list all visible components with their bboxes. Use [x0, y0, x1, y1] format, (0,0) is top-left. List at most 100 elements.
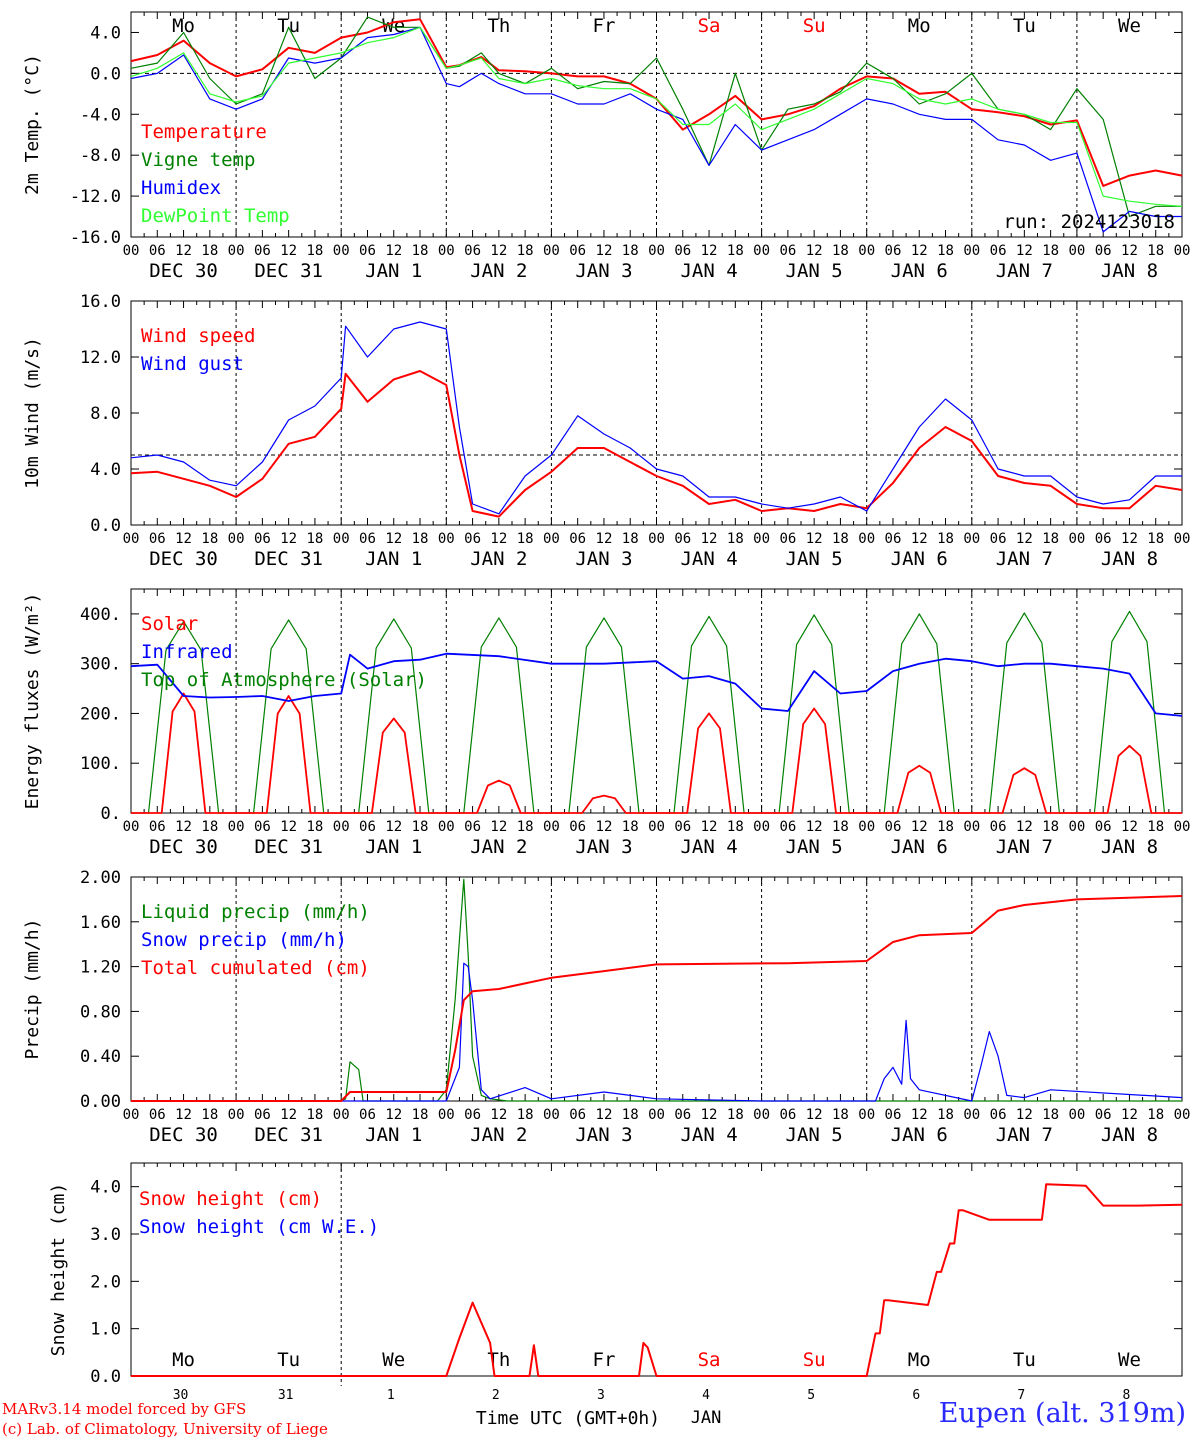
hour-tick-label: 12	[490, 819, 507, 835]
hour-tick-label: 12	[701, 819, 718, 835]
day-label: JAN 6	[891, 548, 948, 570]
hour-tick-label: 00	[123, 531, 140, 547]
y-tick-label: 4.0	[90, 460, 121, 480]
hour-tick-label: 00	[438, 1107, 455, 1123]
hour-tick-label: 06	[149, 819, 166, 835]
hour-tick-label: 06	[464, 243, 481, 259]
series-solar	[131, 692, 1182, 814]
hour-tick-label: 00	[648, 531, 665, 547]
weekday-label: Th	[487, 15, 510, 37]
legend-wind-speed: Wind speed	[141, 325, 255, 347]
day-label: JAN 7	[996, 548, 1053, 570]
hour-tick-label: 00	[858, 243, 875, 259]
panel-0-frame	[130, 11, 1183, 238]
weekday-label: Tu	[277, 15, 300, 37]
day-label: DEC 30	[149, 1124, 218, 1146]
hour-tick-label: 06	[1095, 531, 1112, 547]
hour-tick-label: 18	[727, 531, 744, 547]
y-axis-label: 2m Temp. (°C)	[22, 54, 43, 195]
hour-tick-label: 00	[648, 819, 665, 835]
hour-tick-label: 00	[963, 531, 980, 547]
hour-tick-label: 18	[412, 1107, 429, 1123]
hour-tick-label: 18	[306, 531, 323, 547]
hour-tick-label: 00	[753, 531, 770, 547]
hour-tick-label: 00	[648, 1107, 665, 1123]
day-label: JAN 4	[680, 836, 737, 858]
hour-tick-label: 06	[254, 1107, 271, 1123]
hour-tick-label: 00	[543, 531, 560, 547]
day-label: JAN 4	[680, 1124, 737, 1146]
bottom-day-number: 31	[278, 1388, 294, 1403]
legend-temperature: Temperature	[141, 121, 267, 143]
legend-vigne-temp: Vigne temp	[141, 149, 255, 171]
bottom-day-number: 5	[807, 1388, 815, 1403]
hour-tick-label: 12	[911, 531, 928, 547]
y-tick-label: 4.0	[90, 1178, 121, 1198]
hour-tick-label: 18	[1147, 1107, 1164, 1123]
hour-tick-label: 18	[727, 243, 744, 259]
hour-tick-label: 18	[622, 531, 639, 547]
hour-tick-label: 12	[911, 819, 928, 835]
hour-tick-label: 12	[806, 819, 823, 835]
hour-tick-label: 18	[517, 819, 534, 835]
hour-tick-label: 00	[753, 819, 770, 835]
hour-tick-label: 00	[228, 1107, 245, 1123]
hour-tick-label: 18	[1147, 243, 1164, 259]
hour-tick-label: 18	[412, 531, 429, 547]
weekday-label: Mo	[908, 15, 931, 37]
hour-tick-label: 00	[1068, 819, 1085, 835]
hour-tick-label: 12	[385, 531, 402, 547]
hour-tick-label: 18	[937, 531, 954, 547]
station-name: Eupen (alt. 319m)	[938, 1398, 1186, 1429]
series-liquid-precip-mm-h-	[131, 878, 1182, 1102]
hour-tick-label: 12	[701, 1107, 718, 1123]
hour-tick-label: 00	[1068, 531, 1085, 547]
hour-tick-label: 00	[333, 1107, 350, 1123]
hour-tick-label: 18	[937, 243, 954, 259]
hour-tick-label: 06	[990, 1107, 1007, 1123]
hour-tick-label: 12	[596, 1107, 613, 1123]
weekday-label: Fr	[593, 15, 616, 37]
hour-tick-label: 18	[1042, 243, 1059, 259]
hour-tick-label: 06	[990, 531, 1007, 547]
hour-tick-label: 12	[911, 243, 928, 259]
y-tick-label: 0.	[101, 804, 121, 824]
hour-tick-label: 12	[280, 1107, 297, 1123]
hour-tick-label: 12	[806, 531, 823, 547]
day-label: JAN 3	[575, 548, 632, 570]
hour-tick-label: 18	[1042, 1107, 1059, 1123]
day-label: JAN 5	[786, 260, 843, 282]
y-tick-label: 16.0	[80, 292, 121, 312]
bottom-month-label: JAN	[691, 1408, 722, 1428]
y-tick-label: 0.80	[80, 1002, 121, 1022]
y-tick-label: 3.0	[90, 1225, 121, 1245]
hour-tick-label: 18	[201, 1107, 218, 1123]
weekday-label: We	[1118, 15, 1141, 37]
y-tick-label: 1.0	[90, 1320, 121, 1340]
hour-tick-label: 06	[1095, 819, 1112, 835]
day-label: JAN 7	[996, 260, 1053, 282]
hour-tick-label: 06	[254, 531, 271, 547]
weekday-label: Su	[803, 1349, 826, 1371]
hour-tick-label: 18	[306, 1107, 323, 1123]
weekday-label: Mo	[172, 1349, 195, 1371]
y-tick-label: 2.00	[80, 868, 121, 888]
lab-credit: (c) Lab. of Climatology, University of L…	[2, 1420, 328, 1438]
day-label: JAN 3	[575, 1124, 632, 1146]
hour-tick-label: 06	[1095, 243, 1112, 259]
hour-tick-label: 18	[832, 1107, 849, 1123]
bottom-day-number: 2	[492, 1388, 500, 1403]
hour-tick-label: 12	[596, 531, 613, 547]
day-label: DEC 30	[149, 836, 218, 858]
bottom-day-number: 7	[1017, 1388, 1025, 1403]
day-label: JAN 1	[365, 1124, 422, 1146]
weekday-label: Tu	[1013, 1349, 1036, 1371]
hour-tick-label: 18	[1147, 819, 1164, 835]
day-label: JAN 2	[470, 548, 527, 570]
weekday-label: Tu	[277, 1349, 300, 1371]
hour-tick-label: 12	[280, 819, 297, 835]
hour-tick-label: 06	[359, 531, 376, 547]
hour-tick-label: 18	[306, 243, 323, 259]
legend-infrared: Infrared	[141, 641, 233, 663]
hour-tick-label: 00	[963, 819, 980, 835]
